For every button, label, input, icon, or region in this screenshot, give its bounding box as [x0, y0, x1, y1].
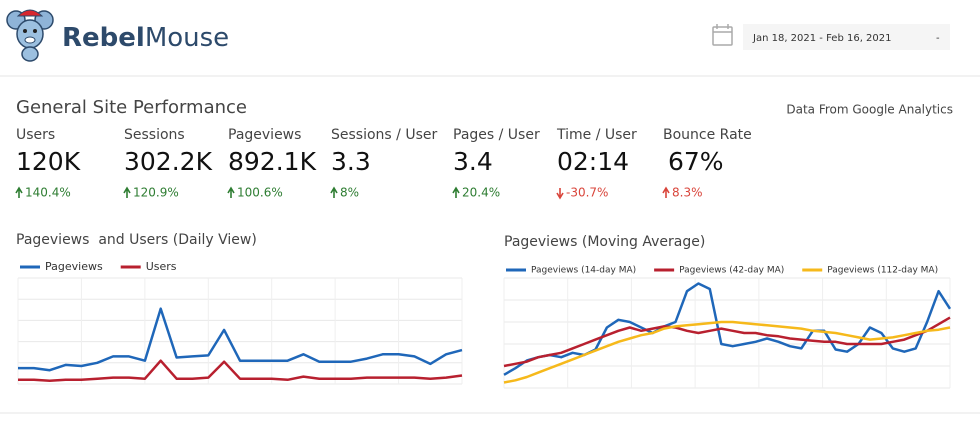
- metric-label: Sessions / User: [331, 127, 437, 143]
- metric-change: 100.6%: [237, 186, 283, 200]
- metric-value: 302.2K: [124, 147, 213, 176]
- metric-label: Pages / User: [453, 127, 540, 143]
- metric-label: Bounce Rate: [663, 127, 752, 143]
- change-arrow: [662, 186, 670, 198]
- dropdown-caret[interactable]: -: [936, 33, 940, 44]
- chart-title: Pageviews and Users (Daily View): [16, 232, 257, 248]
- brand: RebelMouse: [62, 23, 229, 53]
- metric-value: 02:14: [557, 147, 629, 176]
- legend-label: Users: [146, 260, 177, 273]
- metric-change: 20.4%: [462, 186, 500, 200]
- metric-value: 892.1K: [228, 147, 317, 176]
- change-arrow: [227, 186, 235, 198]
- logo-icon: [6, 9, 54, 62]
- metric-value: 3.4: [453, 147, 493, 176]
- calendar-icon: [712, 24, 733, 46]
- line-series: [18, 307, 463, 372]
- metric-value: 67%: [668, 147, 724, 176]
- line-series: [18, 359, 463, 383]
- metric-change: 140.4%: [25, 186, 71, 200]
- legend-label: Pageviews (112-day MA): [827, 266, 938, 276]
- line-series: [503, 320, 951, 384]
- line-series: [503, 282, 952, 376]
- legend-label: Pageviews (42-day MA): [679, 266, 784, 276]
- metric-change: 8%: [340, 186, 359, 200]
- brand-bold: Rebel: [62, 23, 145, 53]
- data-source: Data From Google Analytics: [786, 103, 953, 117]
- metric-change: 8.3%: [672, 186, 703, 200]
- legend-label: Pageviews (14-day MA): [531, 266, 636, 276]
- date-range[interactable]: Jan 18, 2021 - Feb 16, 2021: [752, 33, 892, 44]
- change-arrow: [556, 188, 564, 200]
- metric-label: Users: [16, 127, 55, 143]
- brand-light: Mouse: [145, 23, 229, 53]
- change-arrow: [330, 186, 338, 198]
- metric-change: 120.9%: [133, 186, 179, 200]
- metric-value: 3.3: [331, 147, 371, 176]
- metric-value: 120K: [16, 147, 81, 176]
- date-picker[interactable]: [743, 24, 950, 50]
- metric-label: Time / User: [556, 127, 637, 143]
- metric-label: Sessions: [124, 127, 185, 143]
- line-series: [503, 316, 951, 368]
- change-arrow: [123, 186, 131, 198]
- legend-label: Pageviews: [45, 260, 103, 273]
- change-arrow: [15, 186, 23, 198]
- chart-title: Pageviews (Moving Average): [504, 234, 705, 250]
- metric-change: -30.7%: [566, 186, 608, 200]
- change-arrow: [452, 186, 460, 198]
- metric-label: Pageviews: [228, 127, 301, 143]
- section-title: General Site Performance: [16, 97, 247, 118]
